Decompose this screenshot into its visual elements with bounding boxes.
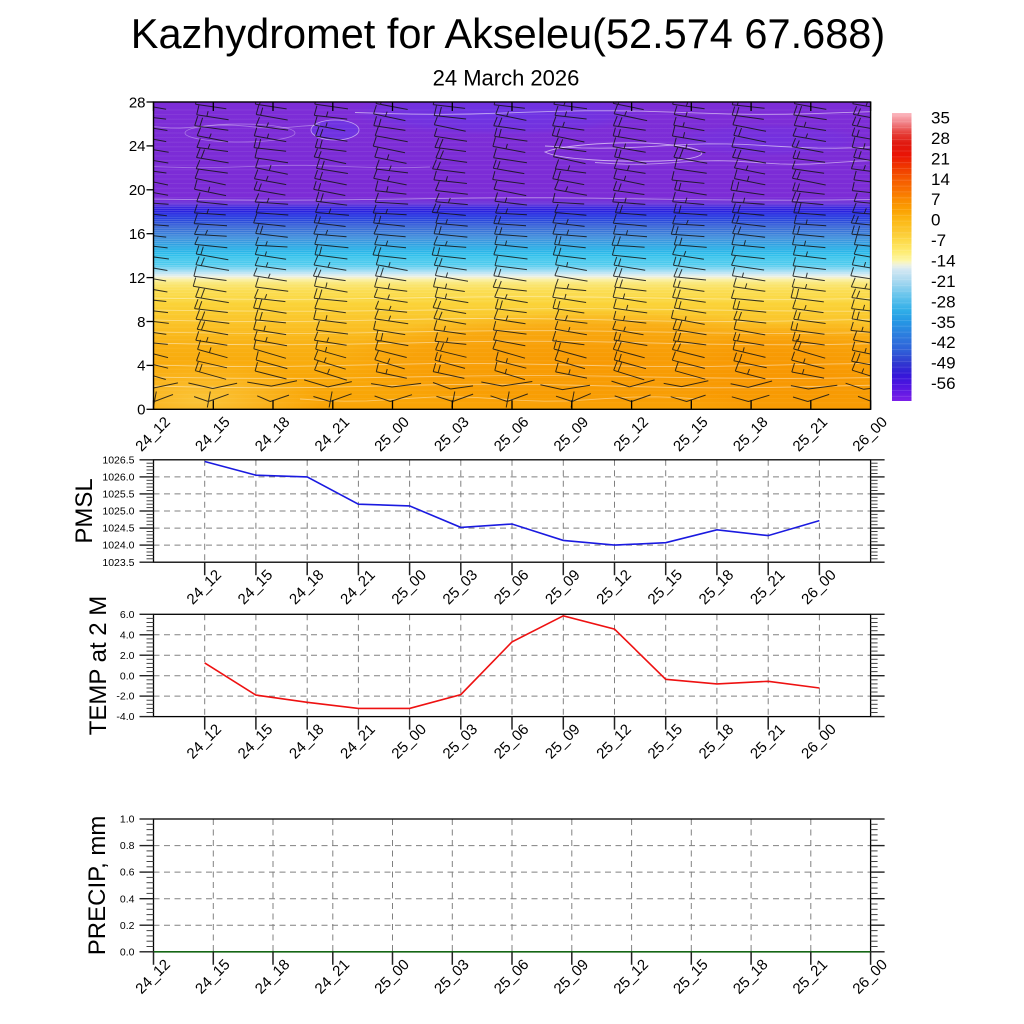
svg-text:0.8: 0.8 xyxy=(120,840,135,852)
svg-text:-7: -7 xyxy=(931,231,946,250)
svg-text:PRECIP, mm: PRECIP, mm xyxy=(84,816,111,956)
svg-text:4: 4 xyxy=(137,358,145,375)
svg-text:0.6: 0.6 xyxy=(120,867,135,879)
svg-text:-2.0: -2.0 xyxy=(116,691,134,703)
svg-text:1026.5: 1026.5 xyxy=(102,454,134,466)
svg-text:1.0: 1.0 xyxy=(120,814,135,826)
svg-text:35: 35 xyxy=(931,109,950,128)
svg-text:1024.0: 1024.0 xyxy=(102,540,134,552)
svg-text:PMSL: PMSL xyxy=(71,478,98,543)
svg-text:14: 14 xyxy=(931,170,950,189)
svg-text:1025.0: 1025.0 xyxy=(102,506,134,518)
svg-text:7: 7 xyxy=(931,190,940,209)
svg-text:1023.5: 1023.5 xyxy=(102,557,134,569)
svg-text:0.0: 0.0 xyxy=(120,946,135,958)
svg-text:-35: -35 xyxy=(931,313,956,332)
svg-text:0.4: 0.4 xyxy=(120,893,135,905)
svg-text:1024.5: 1024.5 xyxy=(102,523,134,535)
svg-text:-4.0: -4.0 xyxy=(116,711,134,723)
svg-text:20: 20 xyxy=(129,182,146,199)
svg-text:TEMP at 2 M: TEMP at 2 M xyxy=(85,596,112,736)
svg-text:4.0: 4.0 xyxy=(120,629,135,641)
svg-text:1025.5: 1025.5 xyxy=(102,489,134,501)
svg-text:16: 16 xyxy=(129,226,146,243)
svg-text:-21: -21 xyxy=(931,272,956,291)
svg-text:24 March 2026: 24 March 2026 xyxy=(433,66,580,91)
svg-text:Kazhydromet for Akseleu(52.574: Kazhydromet for Akseleu(52.574 67.688) xyxy=(131,10,885,57)
svg-text:-14: -14 xyxy=(931,252,956,271)
svg-text:28: 28 xyxy=(129,94,146,111)
svg-text:-28: -28 xyxy=(931,292,956,311)
svg-text:8: 8 xyxy=(137,314,145,331)
svg-text:-42: -42 xyxy=(931,333,956,352)
svg-text:28: 28 xyxy=(931,129,950,148)
svg-text:0.0: 0.0 xyxy=(120,670,135,682)
svg-text:1026.0: 1026.0 xyxy=(102,472,134,484)
svg-text:-56: -56 xyxy=(931,374,956,393)
svg-text:6.0: 6.0 xyxy=(120,609,135,621)
svg-text:21: 21 xyxy=(931,149,950,168)
svg-text:24: 24 xyxy=(129,138,146,155)
svg-text:2.0: 2.0 xyxy=(120,650,135,662)
svg-text:-49: -49 xyxy=(931,354,956,373)
svg-text:0: 0 xyxy=(137,402,145,419)
svg-text:0: 0 xyxy=(931,211,940,230)
svg-text:12: 12 xyxy=(129,270,146,287)
svg-text:0.2: 0.2 xyxy=(120,920,135,932)
